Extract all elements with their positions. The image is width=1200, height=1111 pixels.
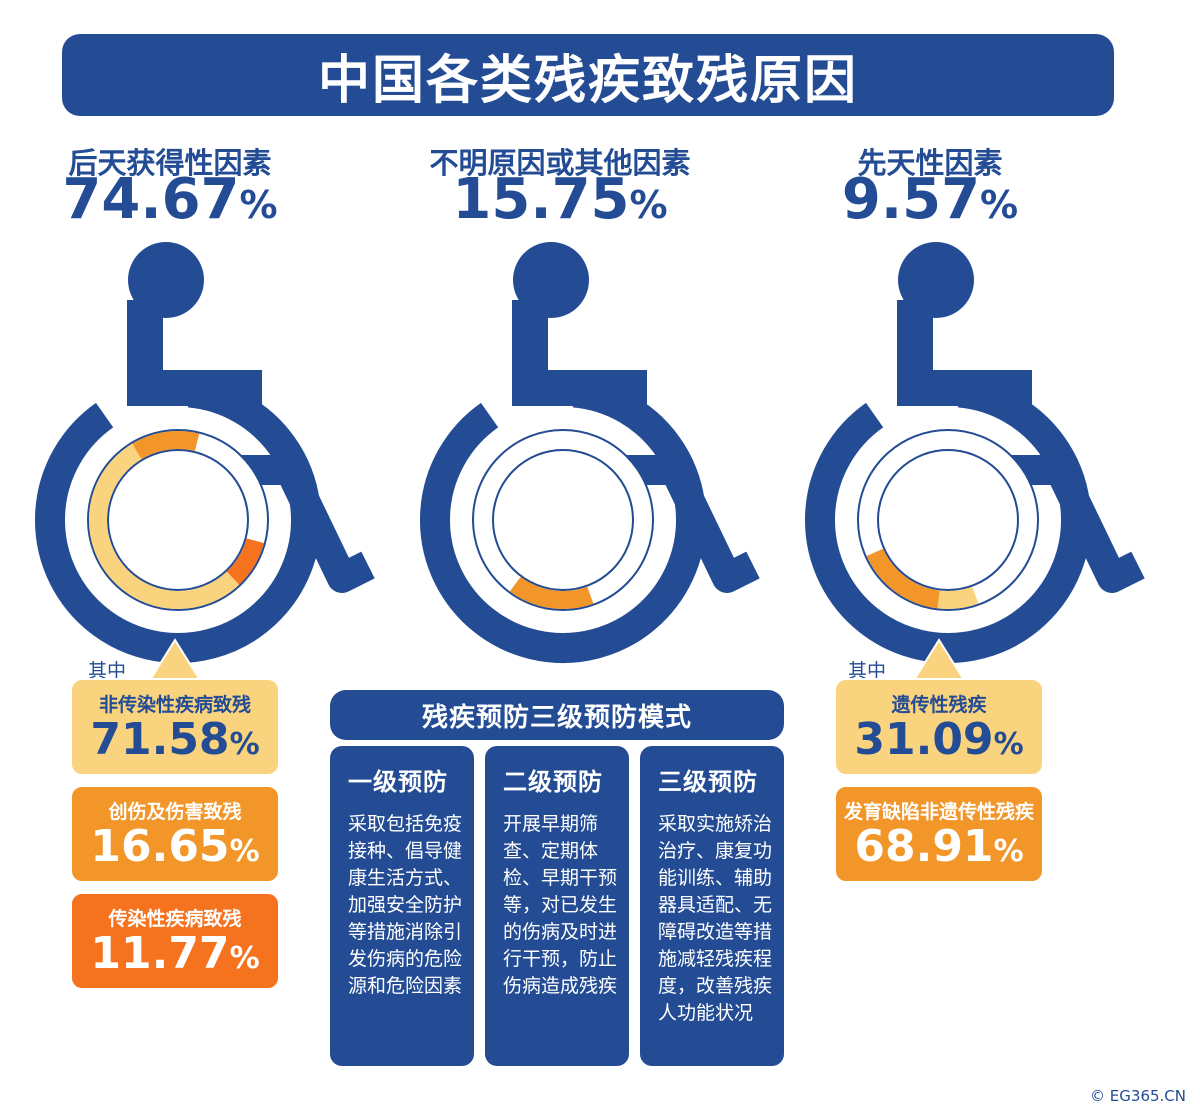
page-title: 中国各类残疾致残原因: [62, 34, 1114, 116]
prevention-level-3: 三级预防 采取实施矫治治疗、康复功能训练、辅助器具适配、无障碍改造等措施减轻残疾…: [640, 746, 784, 1066]
prevention-level-1-body: 采取包括免疫接种、倡导健康生活方式、加强安全防护等措施消除引发伤病的危险源和危险…: [348, 813, 463, 997]
callout-communicable-sign: %: [229, 941, 260, 976]
prevention-level-2-body: 开展早期筛查、定期体检、早期干预等，对已发生的伤病及时进行干预，防止伤病造成残疾: [503, 813, 618, 997]
donut-segment-developmental: [866, 548, 940, 609]
callout-injury-sign: %: [229, 834, 260, 869]
prevention-level-3-heading: 三级预防: [658, 768, 758, 796]
callout-developmental-pct: 68.91%: [836, 821, 1042, 872]
category-pct-unknown-sign: %: [629, 183, 668, 227]
wheelchair-back: [512, 300, 647, 406]
category-pct-congenital: 9.57%: [790, 172, 1070, 228]
callout-developmental-value: 68.91: [854, 821, 994, 872]
callout-developmental: 发育缺陷非遗传性残疾 68.91%: [834, 785, 1044, 883]
prevention-level-1-heading: 一级预防: [348, 768, 448, 796]
copyright-notice: © EG365.CN: [1090, 1087, 1186, 1105]
wheelchair-wheel: [805, 377, 1091, 663]
callout-hereditary-sign: %: [993, 727, 1024, 762]
donut-segment-communicable: [226, 538, 264, 585]
donut-segment-unknown: [509, 576, 594, 609]
category-pct-acquired: 74.67%: [30, 172, 310, 228]
callout-developmental-sign: %: [993, 834, 1024, 869]
callout-communicable-label: 传染性疾病致残: [108, 908, 242, 930]
prevention-level-2: 二级预防 开展早期筛查、定期体检、早期干预等，对已发生的伤病及时进行干预，防止伤…: [485, 746, 629, 1066]
callout-communicable-pct: 11.77%: [72, 928, 278, 979]
breakdown-intro-left: 其中: [88, 660, 127, 682]
donut-segment-noncommunicable: [89, 443, 240, 609]
donut-segment-injury: [132, 431, 200, 460]
category-label-unknown: 不明原因或其他因素: [429, 146, 691, 180]
callout-hereditary-label: 遗传性残疾: [891, 694, 987, 716]
callout-hereditary-value: 31.09: [854, 714, 994, 765]
callout-developmental-label: 发育缺陷非遗传性残疾: [843, 801, 1034, 823]
callout-hereditary: 遗传性残疾 31.09%: [834, 678, 1044, 776]
callout-noncommunicable-pct: 71.58%: [72, 714, 278, 765]
wheelchair-icon: [805, 242, 1145, 663]
wheelchair-icon: [35, 242, 375, 663]
category-pct-unknown-value: 15.75: [452, 167, 630, 232]
wheelchair-icon: [420, 242, 760, 663]
callout-communicable-value: 11.77: [90, 928, 230, 979]
wheelchair-back: [897, 300, 1032, 406]
wheelchair-head: [128, 242, 204, 318]
callout-communicable: 传染性疾病致残 11.77%: [70, 892, 280, 990]
callout-noncommunicable: 非传染性疾病致残 71.58%: [70, 678, 280, 776]
donut-segment-hereditary: [937, 586, 979, 609]
category-pct-acquired-sign: %: [239, 183, 278, 227]
callout-injury-value: 16.65: [90, 821, 230, 872]
prevention-level-1: 一级预防 采取包括免疫接种、倡导健康生活方式、加强安全防护等措施消除引发伤病的危…: [330, 746, 474, 1066]
callout-noncommunicable-sign: %: [229, 727, 260, 762]
wheelchair-back: [127, 300, 262, 406]
category-pct-congenital-value: 9.57: [841, 167, 981, 232]
prevention-level-2-heading: 二级预防: [503, 768, 603, 796]
wheelchair-head: [898, 242, 974, 318]
wheelchair-head: [513, 242, 589, 318]
category-pct-unknown: 15.75%: [400, 172, 720, 228]
callout-injury: 创伤及伤害致残 16.65%: [70, 785, 280, 883]
callout-injury-label: 创伤及伤害致残: [108, 801, 242, 823]
category-label-congenital: 先天性因素: [857, 146, 1003, 180]
wheelchair-wheel: [420, 377, 706, 663]
category-pct-acquired-value: 74.67: [62, 167, 240, 232]
callout-hereditary-pct: 31.09%: [836, 714, 1042, 765]
category-pct-congenital-sign: %: [980, 183, 1019, 227]
wheelchair-wheel: [35, 377, 321, 663]
category-label-acquired: 后天获得性因素: [68, 146, 272, 180]
callout-injury-pct: 16.65%: [72, 821, 278, 872]
prevention-level-3-body: 采取实施矫治治疗、康复功能训练、辅助器具适配、无障碍改造等措施减轻残疾程度，改善…: [658, 813, 773, 1024]
donut-inner-rim: [107, 449, 249, 591]
donut-inner-rim: [877, 449, 1019, 591]
breakdown-intro-right: 其中: [848, 660, 887, 682]
prevention-title: 残疾预防三级预防模式: [330, 690, 784, 740]
callout-noncommunicable-label: 非传染性疾病致残: [98, 694, 251, 716]
callout-noncommunicable-value: 71.58: [90, 714, 230, 765]
donut-inner-rim: [492, 449, 634, 591]
